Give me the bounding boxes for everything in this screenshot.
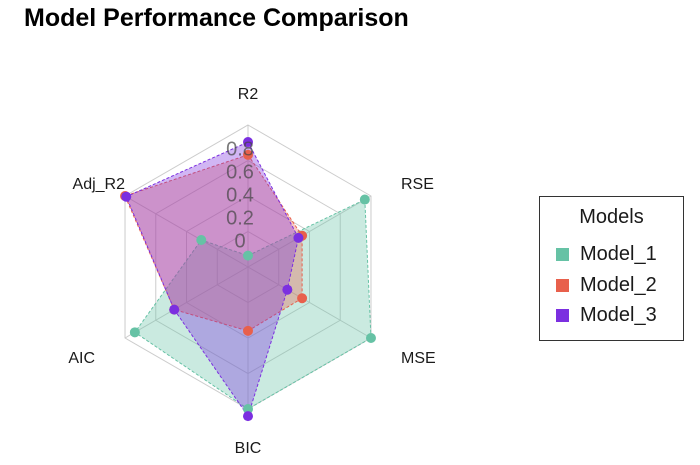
legend-item-model-2: Model_2 <box>556 273 657 297</box>
point-model-1-rse <box>359 194 370 205</box>
axis-label-mse: MSE <box>401 350 436 367</box>
point-model-3-aic <box>169 304 180 315</box>
point-model-3-adj-r2 <box>121 191 132 202</box>
legend-item-model-1: Model_1 <box>556 242 657 266</box>
axis-spoke-mse <box>247 266 372 339</box>
chart-title: Model Performance Comparison <box>24 4 409 32</box>
point-model-3-rse <box>293 232 304 243</box>
legend-label: Model_2 <box>580 273 657 296</box>
legend-swatch-model-2 <box>556 278 569 292</box>
radar-series <box>124 141 372 418</box>
legend: Models Model_1 Model_2 Model_3 <box>539 196 684 341</box>
legend-title: Models <box>579 206 644 228</box>
radial-tick-labels: 00.20.40.60.8 <box>226 138 254 252</box>
point-model-3-bic <box>243 411 253 422</box>
point-model-2-r2 <box>243 149 253 160</box>
axis-spoke-aic <box>124 266 249 339</box>
legend-label: Model_1 <box>580 242 657 265</box>
legend-swatch-model-1 <box>556 247 569 261</box>
point-model-1-mse <box>365 333 376 343</box>
point-model-3-r2 <box>243 137 253 148</box>
axis-label-rse: RSE <box>401 176 434 193</box>
point-model-1-bic <box>243 404 253 414</box>
radial-tick-label: 0.2 <box>226 207 254 229</box>
point-model-1-r2 <box>243 250 253 261</box>
radial-tick-label: 0 <box>234 230 245 252</box>
point-model-1-adj-r2 <box>196 235 207 246</box>
axis-label-adj-r2: Adj_R2 <box>73 176 126 193</box>
axis-spoke-rse <box>247 195 372 268</box>
axis-label-aic: AIC <box>68 350 95 367</box>
radar-points <box>120 137 376 422</box>
legend-label: Model_3 <box>580 303 657 326</box>
legend-item-model-3: Model_3 <box>556 303 657 327</box>
point-model-3-mse <box>282 284 293 295</box>
point-model-2-mse <box>297 293 308 304</box>
radial-tick-label: 0.4 <box>226 184 254 206</box>
legend-swatch-model-3 <box>556 308 569 322</box>
radial-tick-label: 0.6 <box>226 161 254 183</box>
axis-label-bic: BIC <box>235 440 262 457</box>
radial-tick-label: 0.8 <box>226 138 254 160</box>
axis-spoke-adj-r2 <box>124 195 249 268</box>
axis-labels: R2 RSE MSE BIC AIC Adj_R2 <box>68 86 435 457</box>
point-model-2-bic <box>243 325 253 336</box>
axis-label-r2: R2 <box>238 86 259 103</box>
point-model-1-aic <box>129 327 140 338</box>
